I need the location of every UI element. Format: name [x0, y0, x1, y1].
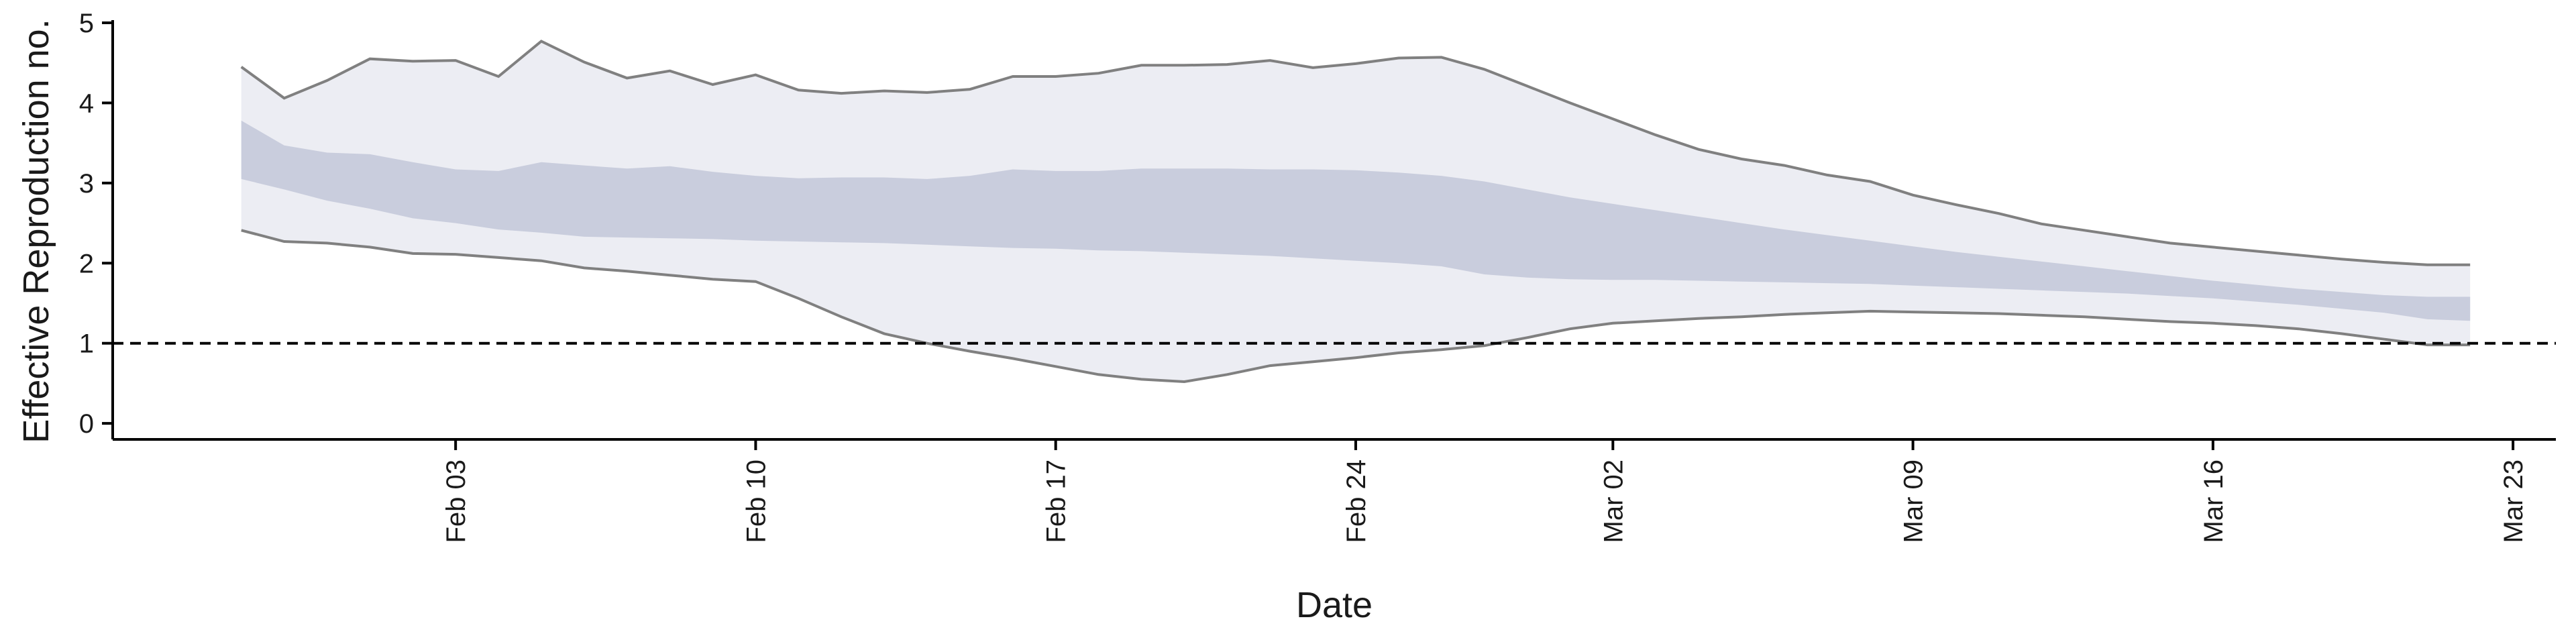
x-tick-label: Feb 03: [441, 460, 471, 543]
y-tick-label: 1: [79, 329, 94, 359]
y-tick-label: 2: [79, 249, 94, 278]
y-tick-label: 5: [79, 9, 94, 38]
y-tick-label: 0: [79, 409, 94, 439]
y-ticks: 0 1 2 3 4 5: [79, 9, 113, 439]
y-axis-label: Effective Reproduction no.: [16, 19, 56, 443]
y-tick-label: 3: [79, 169, 94, 199]
y-tick-label: 4: [79, 89, 94, 118]
bands-layer: [240, 40, 2471, 384]
x-tick-label: Feb 17: [1042, 460, 1071, 543]
x-axis-label: Date: [1296, 585, 1373, 625]
x-tick-label: Mar 16: [2199, 460, 2229, 543]
x-tick-label: Feb 10: [741, 460, 771, 543]
x-ticks: Feb 03 Feb 10 Feb 17 Feb 24 Mar 02 Mar 09 Mar …: [441, 439, 2528, 543]
outer-upper-line: [240, 40, 2471, 266]
x-tick-label: Mar 02: [1599, 460, 1628, 543]
axes-layer: [111, 20, 2556, 441]
inner-credible-band: [241, 120, 2471, 321]
outer-lower-line: [241, 229, 2471, 384]
x-tick-label: Mar 23: [2499, 460, 2528, 543]
x-tick-label: Mar 09: [1899, 460, 1929, 543]
x-tick-label: Feb 24: [1342, 460, 1371, 543]
